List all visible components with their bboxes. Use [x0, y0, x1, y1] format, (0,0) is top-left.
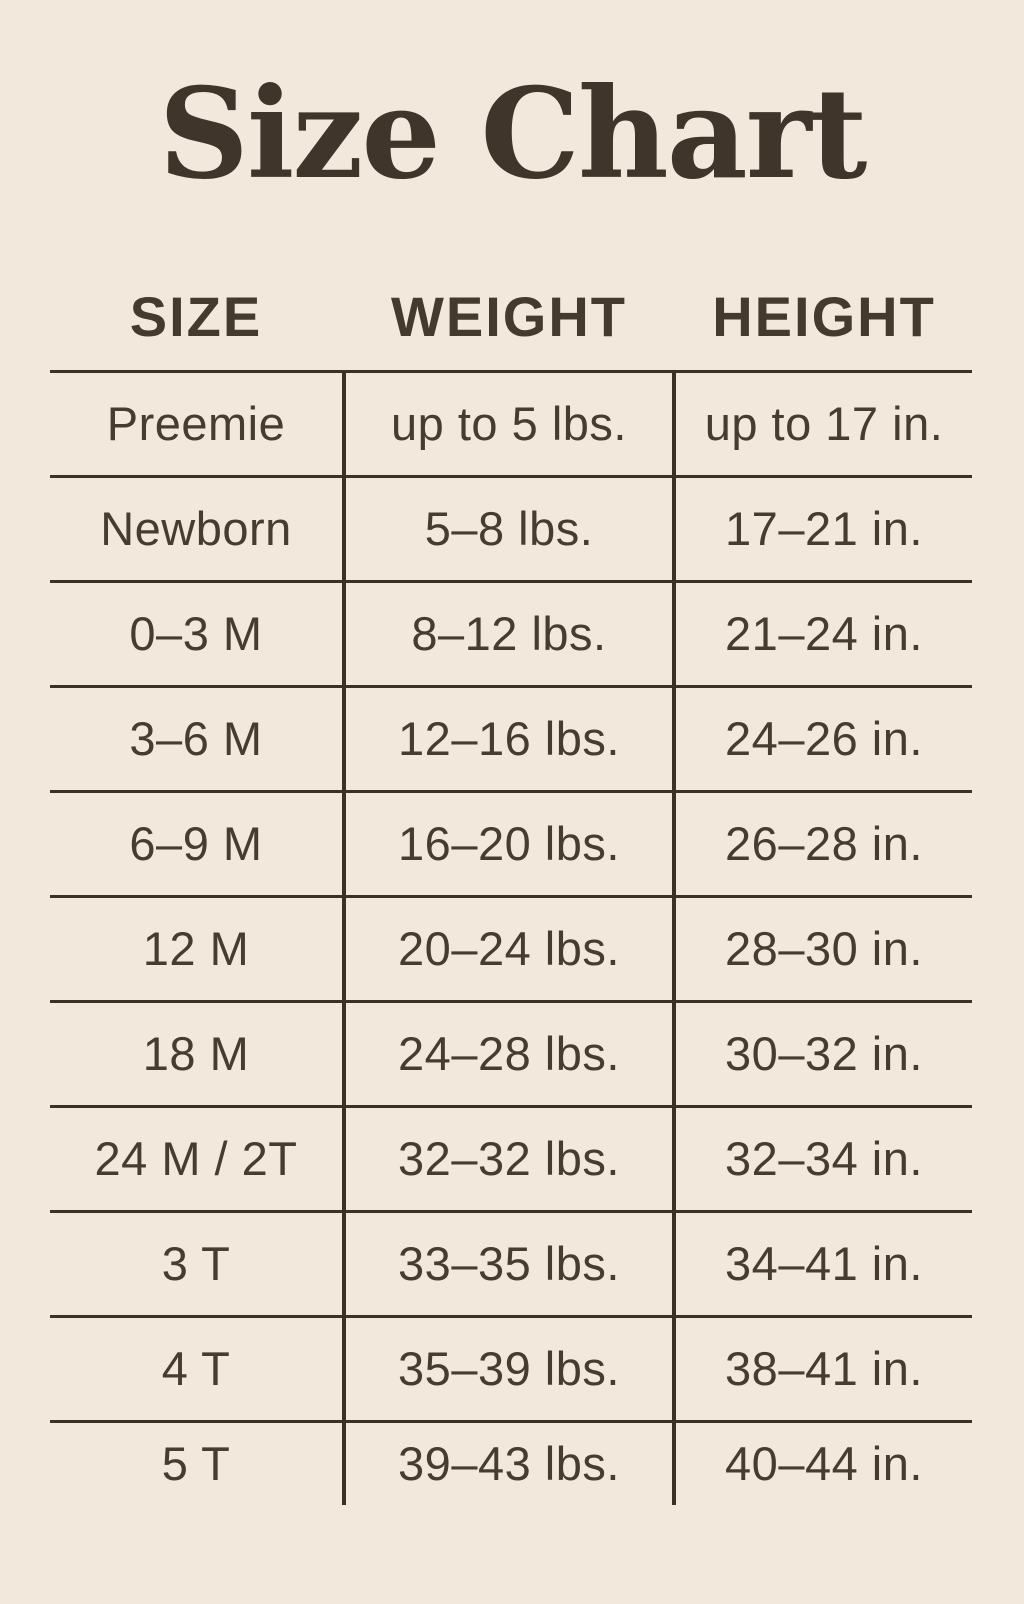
size-cell: 3 T — [161, 1237, 231, 1291]
height-cell: 40–44 in. — [725, 1437, 923, 1491]
size-cell: 12 M — [142, 922, 250, 976]
table-row: 6–9 M 16–20 lbs. 26–28 in. — [50, 792, 972, 898]
height-cell: 17–21 in. — [725, 502, 923, 556]
column-header-height: HEIGHT — [712, 284, 936, 348]
size-cell: Newborn — [100, 502, 292, 556]
size-cell: 0–3 M — [129, 607, 263, 661]
column-header-size: SIZE — [129, 284, 263, 348]
size-cell: 18 M — [142, 1027, 250, 1081]
height-cell: 38–41 in. — [725, 1342, 923, 1396]
table-row: 24 M / 2T 32–32 lbs. 32–34 in. — [50, 1107, 972, 1213]
table-row: 5 T 39–43 lbs. 40–44 in. — [50, 1422, 972, 1505]
height-cell: 26–28 in. — [725, 817, 923, 871]
page-title: Size Chart — [158, 61, 868, 207]
weight-cell: 12–16 lbs. — [342, 687, 676, 790]
height-cell: 30–32 in. — [725, 1027, 923, 1081]
weight-cell: 32–32 lbs. — [342, 1107, 676, 1210]
height-cell: up to 17 in. — [704, 397, 944, 451]
column-header-weight: WEIGHT — [391, 284, 627, 348]
size-chart-table: SIZE WEIGHT HEIGHT Preemie up to 5 lbs. … — [50, 284, 972, 1505]
size-cell: Preemie — [106, 397, 286, 451]
table-row: Newborn 5–8 lbs. 17–21 in. — [50, 477, 972, 583]
size-cell: 6–9 M — [129, 817, 263, 871]
height-cell: 28–30 in. — [725, 922, 923, 976]
size-chart-page: Size Chart SIZE WEIGHT HEIGHT Preemie up… — [0, 68, 1024, 1505]
table-row: 4 T 35–39 lbs. 38–41 in. — [50, 1317, 972, 1423]
table-row: 0–3 M 8–12 lbs. 21–24 in. — [50, 582, 972, 688]
height-cell: 24–26 in. — [725, 712, 923, 766]
height-cell: 21–24 in. — [725, 607, 923, 661]
weight-cell: 20–24 lbs. — [342, 897, 676, 1000]
size-cell: 5 T — [161, 1437, 231, 1491]
size-cell: 24 M / 2T — [94, 1132, 298, 1186]
weight-cell: 24–28 lbs. — [342, 1002, 676, 1105]
weight-cell: 39–43 lbs. — [342, 1422, 676, 1505]
table-row: Preemie up to 5 lbs. up to 17 in. — [50, 372, 972, 478]
table-body: Preemie up to 5 lbs. up to 17 in. Newbor… — [50, 369, 972, 1505]
weight-cell: 33–35 lbs. — [342, 1212, 676, 1315]
table-row: 18 M 24–28 lbs. 30–32 in. — [50, 1002, 972, 1108]
weight-cell: up to 5 lbs. — [342, 372, 676, 475]
weight-cell: 16–20 lbs. — [342, 792, 676, 895]
weight-cell: 8–12 lbs. — [342, 582, 676, 685]
table-row: 3 T 33–35 lbs. 34–41 in. — [50, 1212, 972, 1318]
weight-cell: 5–8 lbs. — [342, 477, 676, 580]
table-header-row: SIZE WEIGHT HEIGHT — [50, 284, 972, 348]
table-row: 12 M 20–24 lbs. 28–30 in. — [50, 897, 972, 1003]
size-cell: 3–6 M — [129, 712, 263, 766]
weight-cell: 35–39 lbs. — [342, 1317, 676, 1420]
table-row: 3–6 M 12–16 lbs. 24–26 in. — [50, 687, 972, 793]
size-cell: 4 T — [161, 1342, 231, 1396]
height-cell: 32–34 in. — [725, 1132, 923, 1186]
height-cell: 34–41 in. — [725, 1237, 923, 1291]
